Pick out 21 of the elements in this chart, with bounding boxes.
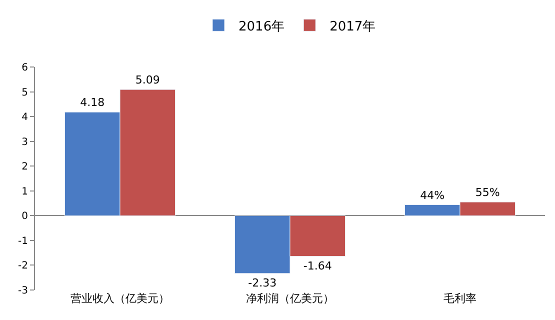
legend-label: 2016年 <box>238 19 285 34</box>
y-tick-label: -2 <box>18 260 28 272</box>
y-tick-label: -1 <box>18 236 28 247</box>
y-tick-label: 1 <box>22 186 28 198</box>
data-label: 5.09 <box>135 74 160 87</box>
y-tick-label: 6 <box>22 62 28 74</box>
data-label: 44% <box>420 188 445 202</box>
y-tick-label: 3 <box>22 136 28 148</box>
data-label: -1.64 <box>303 259 332 272</box>
y-tick-label: 2 <box>22 162 28 173</box>
y-tick-label: 4 <box>22 112 28 124</box>
x-tick-label: 毛利率 <box>444 292 476 305</box>
data-label: -2.33 <box>248 276 277 290</box>
y-tick-label: 0 <box>22 211 28 222</box>
y-tick-label: 5 <box>22 87 28 98</box>
legend-label: 2017年 <box>330 19 376 34</box>
x-tick-label: 净利润（亿美元） <box>246 292 334 305</box>
data-label: 55% <box>475 186 500 200</box>
y-tick-label: -3 <box>18 286 28 296</box>
x-tick-label: 营业收入（亿美元） <box>70 292 170 305</box>
data-label: 4.18 <box>80 96 105 110</box>
